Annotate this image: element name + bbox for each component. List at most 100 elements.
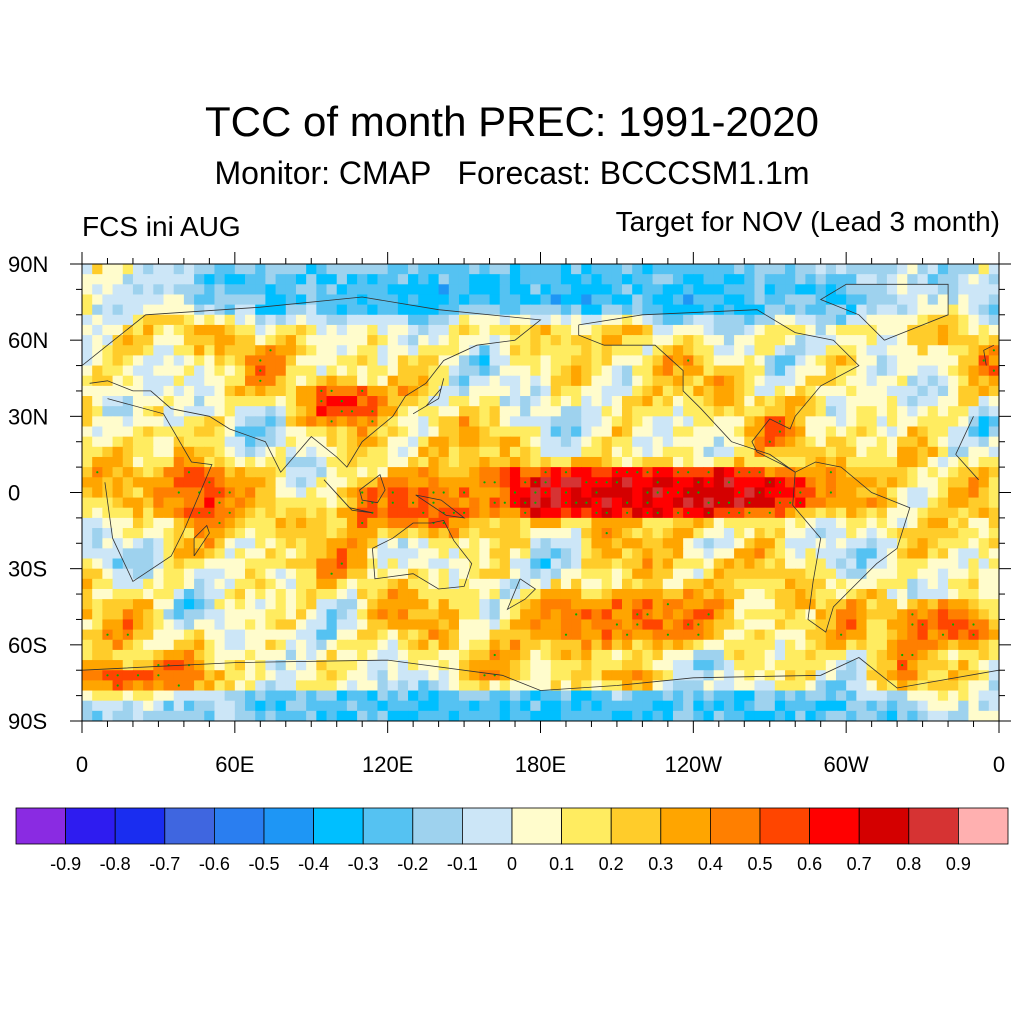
field-cell	[275, 375, 287, 387]
field-cell	[428, 375, 440, 387]
field-cell	[958, 304, 970, 316]
field-cell	[153, 487, 165, 499]
field-cell	[713, 406, 725, 417]
field-cell	[866, 304, 878, 316]
field-cell	[815, 700, 827, 712]
left-label: FCS ini AUG	[82, 211, 241, 242]
field-cell	[734, 375, 745, 387]
field-cell	[581, 264, 593, 275]
field-cell	[601, 548, 613, 560]
field-cell	[744, 629, 756, 641]
field-cell	[917, 660, 929, 671]
field-cell	[479, 335, 491, 346]
significance-dot	[340, 400, 343, 403]
field-cell	[591, 528, 603, 539]
field-cell	[163, 294, 175, 306]
field-cell	[550, 649, 562, 661]
field-cell	[611, 385, 623, 397]
field-cell	[897, 578, 908, 590]
field-cell	[377, 558, 389, 570]
field-cell	[285, 680, 297, 692]
field-cell	[316, 436, 328, 448]
field-cell	[560, 609, 572, 621]
field-cell	[367, 345, 379, 356]
field-cell	[540, 639, 552, 651]
field-cell	[143, 446, 154, 458]
field-cell	[672, 588, 684, 600]
field-cell	[785, 639, 796, 651]
field-cell	[387, 710, 399, 721]
field-cell	[112, 639, 124, 651]
field-cell	[336, 345, 348, 356]
field-cell	[397, 517, 409, 529]
field-cell	[479, 710, 491, 721]
field-cell	[357, 568, 368, 580]
field-cell	[805, 294, 817, 306]
field-cell	[132, 314, 144, 326]
significance-dot	[941, 633, 945, 636]
field-cell	[672, 660, 684, 671]
field-cell	[744, 599, 756, 610]
field-cell	[764, 700, 776, 712]
field-cell	[866, 660, 878, 671]
field-cell	[805, 264, 817, 275]
field-cell	[825, 477, 837, 489]
field-cell	[520, 294, 531, 306]
field-cell	[265, 375, 277, 387]
field-cell	[387, 588, 399, 600]
field-cell	[224, 538, 236, 549]
field-cell	[560, 639, 572, 651]
field-cell	[295, 487, 307, 499]
field-cell	[785, 274, 796, 285]
field-cell	[265, 396, 277, 407]
field-cell	[428, 538, 440, 549]
field-cell	[367, 710, 379, 721]
field-cell	[805, 467, 817, 478]
field-cell	[153, 700, 165, 712]
field-cell	[927, 700, 939, 712]
field-cell	[102, 375, 114, 387]
field-cell	[173, 649, 185, 661]
field-cell	[662, 609, 674, 621]
significance-dot	[585, 501, 588, 504]
field-cell	[428, 588, 440, 600]
field-cell	[387, 264, 399, 275]
field-cell	[968, 365, 980, 377]
field-cell	[856, 609, 868, 621]
field-cell	[713, 487, 725, 499]
field-cell	[611, 375, 623, 387]
field-cell	[785, 619, 796, 631]
field-cell	[927, 538, 939, 549]
field-cell	[917, 507, 929, 519]
field-cell	[458, 649, 470, 661]
field-cell	[540, 375, 552, 387]
field-cell	[224, 710, 236, 721]
field-cell	[438, 538, 450, 549]
field-cell	[611, 629, 623, 641]
field-cell	[224, 446, 236, 458]
field-cell	[82, 446, 93, 458]
field-cell	[132, 710, 144, 721]
field-cell	[397, 568, 409, 580]
field-cell	[173, 578, 185, 590]
field-cell	[713, 365, 725, 377]
field-cell	[275, 264, 287, 275]
field-cell	[897, 548, 908, 560]
field-cell	[856, 568, 868, 580]
field-cell	[509, 538, 521, 549]
field-cell	[316, 446, 328, 458]
field-cell	[224, 324, 236, 336]
field-cell	[387, 528, 399, 539]
field-cell	[652, 690, 664, 702]
field-cell	[550, 660, 562, 671]
field-cell	[183, 456, 195, 468]
significance-dot	[626, 511, 629, 514]
field-cell	[846, 274, 857, 285]
field-cell	[785, 609, 796, 621]
field-cell	[173, 416, 185, 428]
field-cell	[387, 558, 399, 570]
field-cell	[479, 660, 491, 671]
field-cell	[489, 578, 501, 590]
field-cell	[713, 467, 725, 478]
field-cell	[479, 284, 491, 296]
